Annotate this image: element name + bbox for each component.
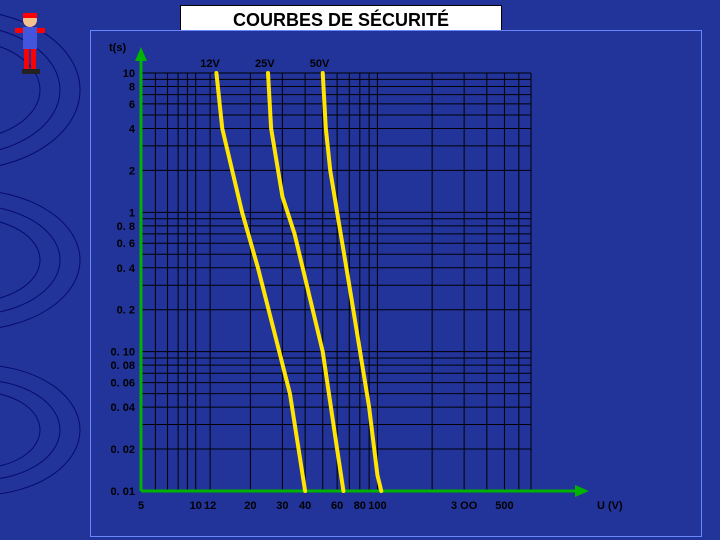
x-tick-label: 40 xyxy=(299,500,311,512)
y-tick-label: 4 xyxy=(129,123,136,135)
chart-frame: 10 8 6 4 2 1 0. 8 0. 6 0. 4 0. 2 0. 100. 08 0. 06 0.… xyxy=(90,30,702,537)
curve-label: 50V xyxy=(310,58,330,70)
y-tick-label: 10 xyxy=(123,68,135,80)
x-tick-label: 60 xyxy=(331,500,343,512)
safety-curve xyxy=(323,73,382,491)
x-axis-label: U (V) xyxy=(597,500,623,512)
curve-label: 12V xyxy=(200,58,220,70)
y-tick-label: 0. 6 xyxy=(117,238,135,250)
x-tick-label: 20 xyxy=(244,500,256,512)
y-axis-label: t(s) xyxy=(109,42,126,54)
y-tick-label: 1 xyxy=(129,207,135,219)
x-tick-label: 30 xyxy=(276,500,288,512)
y-tick-label: 0. 2 xyxy=(117,305,135,317)
x-tick-label: 500 xyxy=(495,500,513,512)
title-text: COURBES DE SÉCURITÉ xyxy=(233,10,449,31)
y-tick-label: 6 xyxy=(129,99,135,111)
x-tick-label: 12 xyxy=(204,500,216,512)
y-tick-label: 0. 06 xyxy=(111,378,135,390)
y-tick-label: 0. 8 xyxy=(117,221,135,233)
x-tick-label: 100 xyxy=(368,500,386,512)
y-tick-label: 0. 4 xyxy=(117,263,136,275)
chart-svg: 10 8 6 4 2 1 0. 8 0. 6 0. 4 0. 2 0. 100. 08 0. 06 0.… xyxy=(91,31,701,536)
y-tick-label: 0. 01 xyxy=(111,486,135,498)
safety-curve xyxy=(268,73,343,491)
x-tick-label: 3 OO xyxy=(451,500,478,512)
x-tick-label: 80 xyxy=(354,500,366,512)
safety-curve xyxy=(216,73,305,491)
y-tick-label: 0. 04 xyxy=(111,402,136,414)
y-tick-label: 2 xyxy=(129,165,135,177)
y-tick-label: 0. 02 xyxy=(111,444,135,456)
curve-label: 25V xyxy=(255,58,275,70)
y-tick-label: 0. 10 xyxy=(111,347,135,359)
person-icon xyxy=(5,10,55,80)
y-tick-label: 0. 08 xyxy=(111,360,135,372)
x-tick-label: 5 xyxy=(138,500,144,512)
y-tick-label: 8 xyxy=(129,82,135,94)
x-tick-label: 10 xyxy=(190,500,202,512)
slide-root: COURBES DE SÉCURITÉ 10 8 6 4 2 1 0. 8 0. 6 0. 4 0… xyxy=(0,0,720,540)
